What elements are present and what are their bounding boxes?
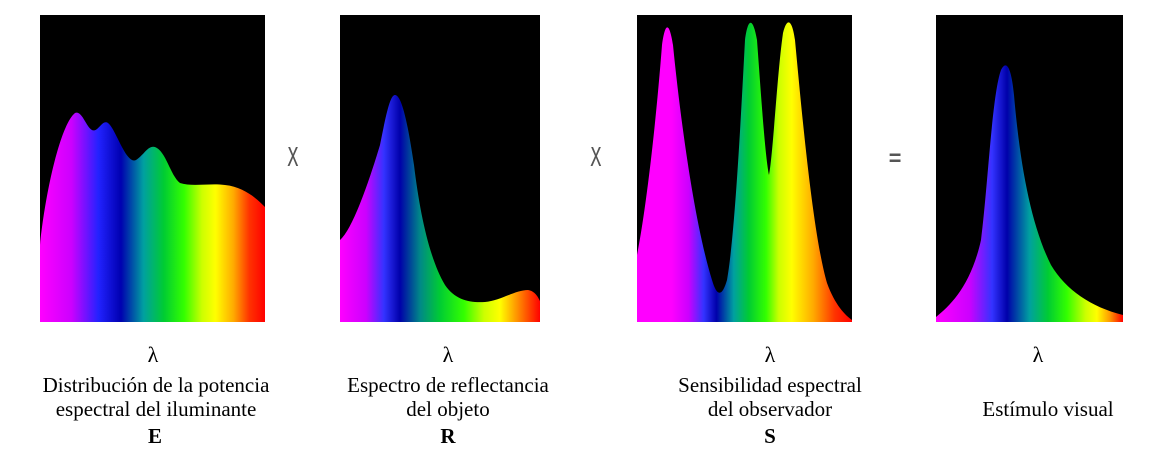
- wavelength-label-r: λ: [442, 342, 454, 367]
- symbol-e: E: [147, 424, 162, 448]
- wavelength-label-s: λ: [764, 342, 776, 367]
- reflectance-curve: [340, 95, 540, 322]
- multiply-operator-1: X: [287, 143, 299, 173]
- wavelength-label-e: λ: [147, 342, 159, 367]
- symbol-r: R: [440, 424, 456, 448]
- caption-s-line1: Sensibilidad espectral: [678, 373, 862, 397]
- observer-sensitivity-graph: [637, 15, 852, 322]
- caption-e-line1: Distribución de la potencia: [42, 373, 270, 397]
- equals-operator: =: [888, 140, 902, 175]
- wavelength-label-v: λ: [1032, 342, 1044, 367]
- caption-e-line2: espectral del iluminante: [55, 397, 257, 421]
- object-reflectance-graph: [340, 15, 540, 322]
- illuminant-curve: [40, 112, 265, 322]
- caption-s-line2: del observador: [707, 397, 833, 421]
- sensitivity-curve: [637, 22, 852, 322]
- symbol-s: S: [764, 424, 776, 448]
- stimulus-curve: [936, 65, 1123, 322]
- multiply-operator-2: X: [590, 143, 602, 173]
- visual-stimulus-graph: [936, 15, 1123, 322]
- illuminant-spectrum-graph: [40, 15, 265, 322]
- caption-r-line1: Espectro de reflectancia: [347, 373, 549, 397]
- caption-v: Estímulo visual: [982, 397, 1114, 421]
- caption-r-line2: del objeto: [406, 397, 490, 421]
